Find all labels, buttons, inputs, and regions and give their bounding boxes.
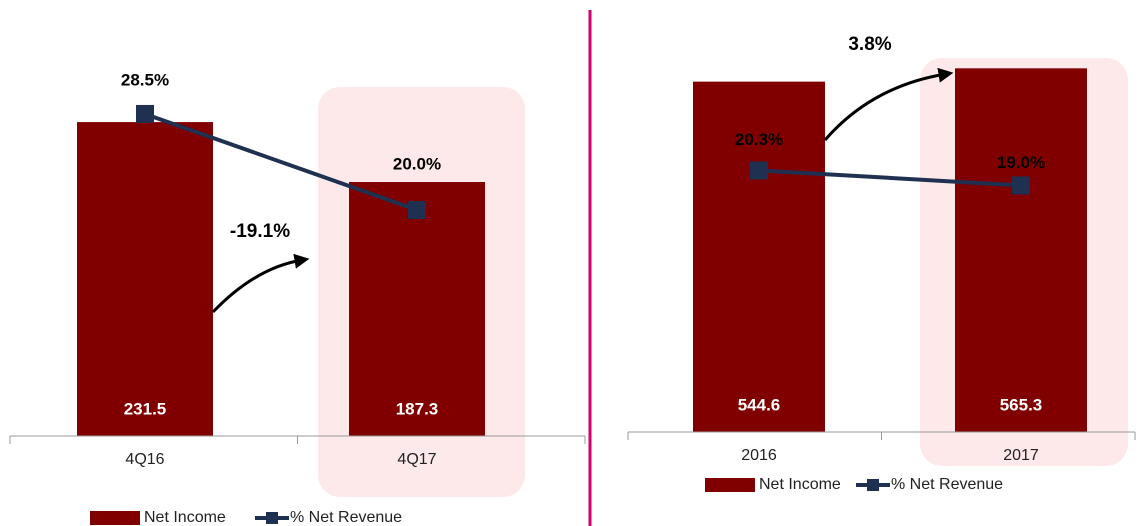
line-value-label: 20.0% bbox=[393, 154, 441, 173]
x-tick-label: 2017 bbox=[1003, 447, 1039, 464]
bar bbox=[955, 68, 1087, 432]
x-tick-label: 2016 bbox=[741, 447, 777, 464]
annotation: -19.1% bbox=[230, 221, 290, 242]
line-marker bbox=[1012, 176, 1030, 195]
legend-label: % Net Revenue bbox=[290, 509, 402, 526]
line-marker bbox=[408, 201, 426, 219]
line-value-label: 28.5% bbox=[121, 70, 169, 89]
line bbox=[144, 112, 418, 212]
legend-label: Net Income bbox=[759, 476, 841, 493]
bar-value-label: 231.5 bbox=[124, 399, 167, 418]
bar bbox=[693, 81, 825, 433]
bar bbox=[77, 122, 213, 436]
legend-marker bbox=[867, 479, 879, 491]
bar-value-label: 565.3 bbox=[1000, 395, 1043, 414]
legend-label: Net Income bbox=[144, 509, 226, 526]
line-value-label: 19.0% bbox=[997, 153, 1045, 172]
line bbox=[758, 168, 1022, 188]
x-tick-label: 4Q16 bbox=[125, 451, 164, 468]
bar-value-label: 187.3 bbox=[396, 399, 439, 418]
annotation-arrow bbox=[823, 67, 954, 141]
line-marker bbox=[750, 161, 768, 180]
x-tick-label: 4Q17 bbox=[397, 451, 436, 468]
annotation: 3.8% bbox=[848, 34, 891, 55]
line-marker bbox=[136, 104, 154, 123]
bar bbox=[349, 182, 485, 436]
bar-value-label: 544.6 bbox=[738, 395, 781, 414]
legend-swatch bbox=[90, 511, 140, 525]
annotation-arrow bbox=[211, 253, 310, 314]
line-value-label: 20.3% bbox=[735, 130, 783, 149]
legend-swatch bbox=[705, 478, 755, 492]
legend-marker bbox=[266, 512, 278, 524]
legend-label: % Net Revenue bbox=[891, 476, 1003, 493]
